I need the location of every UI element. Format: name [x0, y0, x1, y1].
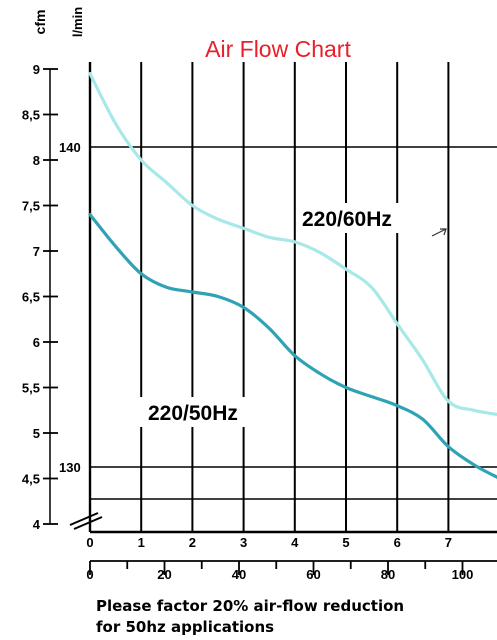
x2-tick-label: 100: [452, 567, 474, 582]
series-label-60hz: 220/60Hz: [302, 208, 392, 231]
x-tick-label: 1: [138, 535, 145, 550]
grid: [90, 62, 497, 532]
cfm-tick-label: 9: [33, 62, 40, 77]
x-tick-label: 0: [86, 535, 93, 550]
series-label-50hz: 220/50Hz: [148, 402, 238, 425]
lmin-axis-label: l/min: [70, 7, 85, 37]
cfm-tick-label: 6,5: [22, 290, 40, 305]
cfm-tick-label: 5,5: [22, 381, 40, 396]
x2-tick-label: 20: [157, 567, 171, 582]
lmin-tick-label: 130: [59, 460, 81, 475]
x2-tick-label: 60: [306, 567, 320, 582]
x2-tick-label: 40: [232, 567, 246, 582]
x2-tick-label: 80: [381, 567, 395, 582]
tick-labels: 44,555,566,577,588,591301401501601701801…: [22, 62, 474, 582]
footnote-line-1: Please factor 20% air-flow reduction: [96, 597, 405, 615]
cfm-tick-label: 5: [33, 426, 40, 441]
axis-break: [73, 516, 103, 530]
label-arrow: [431, 228, 447, 237]
x-tick-label: 3: [240, 535, 247, 550]
footnote: Please factor 20% air-flow reduction for…: [96, 596, 496, 638]
cfm-tick-label: 8,5: [22, 108, 40, 123]
x2-tick-label: 0: [86, 567, 93, 582]
x-tick-label: 7: [445, 535, 452, 550]
cfm-tick-label: 4: [33, 517, 41, 532]
axes: [49, 62, 497, 562]
chart-labels: Air Flow Chart cfm l/min 220/60Hz 220/50…: [32, 7, 426, 427]
series-line-0: [88, 72, 497, 416]
label-50hz-bg: [138, 397, 288, 427]
x-tick-label: 2: [189, 535, 196, 550]
cfm-tick-label: 6: [33, 335, 40, 350]
cfm-tick-label: 7: [33, 244, 40, 259]
footnote-line-2: for 50hz applications: [96, 618, 275, 636]
x-tick-label: 4: [291, 535, 299, 550]
x-tick-label: 5: [342, 535, 349, 550]
cfm-tick-label: 4,5: [22, 472, 40, 487]
cfm-tick-label: 7,5: [22, 199, 40, 214]
series-line-1: [88, 213, 497, 479]
x-tick-label: 6: [394, 535, 401, 550]
chart-title: Air Flow Chart: [205, 36, 351, 62]
cfm-axis-label: cfm: [32, 10, 48, 35]
lmin-tick-label: 140: [59, 140, 81, 155]
cfm-tick-label: 8: [33, 153, 40, 168]
label-60hz-bg: [298, 203, 426, 233]
axis-break: [69, 512, 99, 526]
series: [88, 72, 497, 479]
